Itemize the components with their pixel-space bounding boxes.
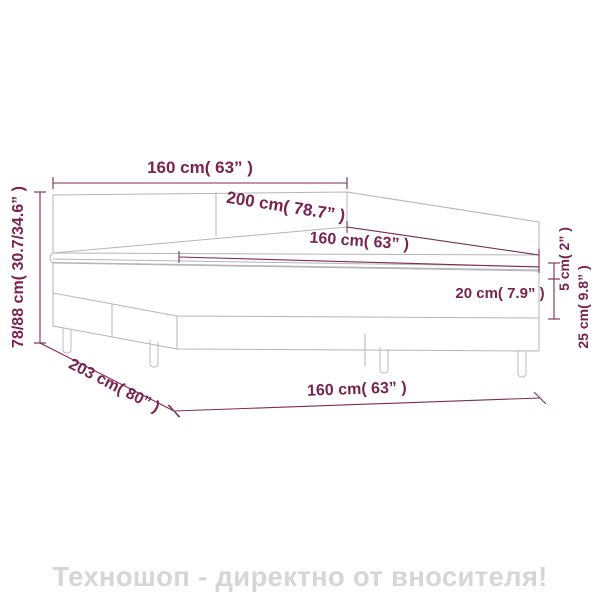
svg-text:160 cm( 63” ): 160 cm( 63” ) (147, 158, 253, 177)
svg-text:5 cm( 2” ): 5 cm( 2” ) (556, 227, 572, 291)
svg-text:160 cm( 63” ): 160 cm( 63” ) (307, 379, 407, 399)
svg-text:20 cm( 7.9” ): 20 cm( 7.9” ) (455, 285, 544, 302)
svg-text:25 cm( 9.8” ): 25 cm( 9.8” ) (575, 265, 591, 348)
svg-text:Техношоп - директно от вносите: Техношоп - директно от вносителя! (52, 561, 547, 592)
svg-text:78/88 cm( 30.7/34.6” ): 78/88 cm( 30.7/34.6” ) (10, 186, 27, 348)
